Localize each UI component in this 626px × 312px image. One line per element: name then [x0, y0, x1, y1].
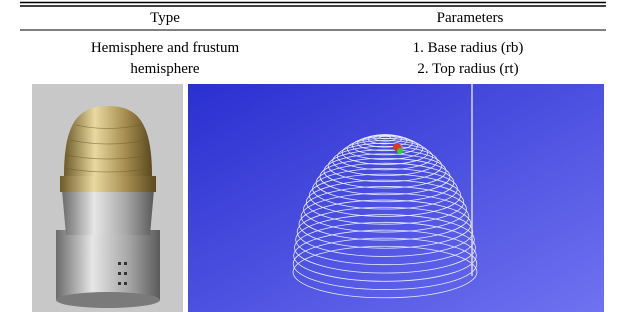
header-type: Type: [150, 10, 180, 26]
parameter: 2. Top radius (rt): [417, 61, 518, 77]
type-line: hemisphere: [130, 61, 199, 77]
rules: [20, 3, 606, 31]
photo: [32, 84, 183, 312]
header-parameters: Parameters: [437, 10, 504, 26]
table: Type Parameters Hemisphere and frustum h…: [0, 0, 626, 312]
parameter: 1. Base radius (rb): [413, 40, 524, 56]
render-3d: [188, 84, 604, 312]
type-line: Hemisphere and frustum: [91, 40, 240, 56]
page: Type Parameters Hemisphere and frustum h…: [0, 0, 626, 312]
